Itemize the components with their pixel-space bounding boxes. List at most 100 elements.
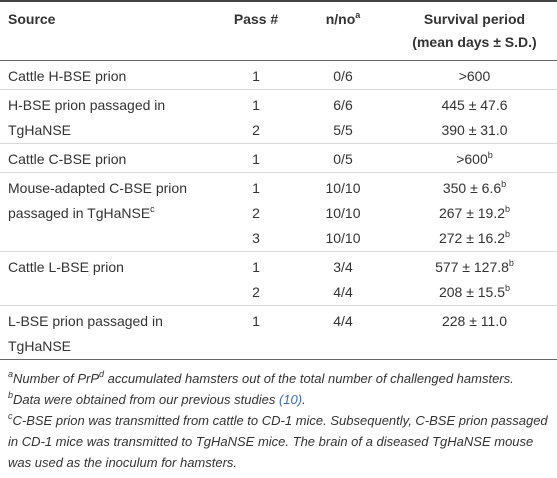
pass-cell: 1 xyxy=(218,61,294,90)
table-header: Source Pass # n/noa Survival period (mean da… xyxy=(0,1,557,61)
pass-cell: 1 xyxy=(218,306,294,360)
pass-cell: 2 xyxy=(218,280,294,306)
n-ratio: 5/5 xyxy=(333,122,353,138)
survival: >600 xyxy=(458,68,491,84)
pass: 3 xyxy=(252,230,260,246)
n-ratio: 10/10 xyxy=(325,180,361,196)
pass: 1 xyxy=(252,97,260,113)
survival: 272 ± 16.2 xyxy=(438,230,506,246)
n-cell: 10/10 xyxy=(294,173,392,202)
source-sup: c xyxy=(150,204,155,214)
header-source: Source xyxy=(8,11,56,27)
footnote: cC-BSE prion was transmitted from cattle… xyxy=(8,410,549,473)
table-row: Cattle L-BSE prion 1 3/4 577 ± 127.8b xyxy=(0,251,557,281)
survival-cell: 272 ± 16.2b xyxy=(392,226,557,252)
survival-cell: 390 ± 31.0 xyxy=(392,118,557,144)
n-cell: 0/5 xyxy=(294,144,392,173)
table-row: L-BSE prion passaged in TgHaNSE 1 4/4 228 ±… xyxy=(0,305,557,360)
table-row: 2 5/5 390 ± 31.0 xyxy=(0,118,557,144)
header-survival: (mean days ± S.D.) xyxy=(412,34,537,50)
survival: 445 ± 47.6 xyxy=(441,97,508,113)
header-cell: Source xyxy=(0,1,218,61)
source: Cattle L-BSE prion xyxy=(8,259,124,275)
header-n: n/no xyxy=(325,11,356,27)
source: H-BSE prion passaged in TgHaNSE xyxy=(8,97,166,138)
footnote-sup: d xyxy=(99,369,105,379)
pass: 2 xyxy=(252,122,260,138)
table-row: 3 10/10 272 ± 16.2b xyxy=(0,226,557,252)
table-row: 2 4/4 208 ± 15.5b xyxy=(0,280,557,306)
table-row: Cattle C-BSE prion 1 0/5 >600b xyxy=(0,143,557,173)
source: Mouse-adapted C-BSE prion passaged in Tg… xyxy=(8,180,187,221)
n-cell: 4/4 xyxy=(294,306,392,360)
n-ratio: 0/6 xyxy=(333,68,353,84)
footnote: bData were obtained from our previous st… xyxy=(8,389,549,410)
pass: 1 xyxy=(252,259,260,275)
header-pass: Pass # xyxy=(233,11,279,27)
pass-cell: 2 xyxy=(218,118,294,144)
header-n-sup: a xyxy=(355,10,361,20)
reference-link[interactable]: (10) xyxy=(278,392,303,407)
footnote-mark: a xyxy=(8,369,14,379)
n-cell: 0/6 xyxy=(294,61,392,90)
footnote-text: Number of PrP xyxy=(13,371,99,386)
survival-cell: 350 ± 6.6b xyxy=(392,173,557,202)
n-cell: 10/10 xyxy=(294,226,392,252)
data-table: Source Pass # n/noa Survival period (mean da… xyxy=(0,1,557,360)
footnotes: aNumber of PrPd accumulated hamsters out… xyxy=(0,360,557,473)
survival: 228 ± 11.0 xyxy=(441,313,508,329)
survival-sup: b xyxy=(501,179,507,189)
survival-cell: >600 xyxy=(392,61,557,90)
pass: 1 xyxy=(252,180,260,196)
survival-cell: 445 ± 47.6 xyxy=(392,90,557,119)
pass-cell: 1 xyxy=(218,90,294,119)
survival-sup: b xyxy=(505,204,511,214)
header-cell: Survival period (mean days ± S.D.) xyxy=(392,1,557,61)
survival-sup: b xyxy=(505,283,511,293)
pass-cell: 1 xyxy=(218,252,294,281)
survival: 267 ± 19.2 xyxy=(438,205,506,221)
pass: 2 xyxy=(252,205,260,221)
footnote-mark: c xyxy=(8,411,13,421)
pass-cell: 3 xyxy=(218,226,294,252)
survival: 350 ± 6.6 xyxy=(442,180,502,196)
table-body: Cattle H-BSE prion 1 0/6 >600 H-BSE prion pa… xyxy=(0,60,557,360)
pass: 1 xyxy=(252,313,260,329)
n-cell: 10/10 xyxy=(294,201,392,226)
source: Cattle H-BSE prion xyxy=(8,68,127,84)
pass: 1 xyxy=(252,68,260,84)
source-cell: Cattle C-BSE prion xyxy=(0,144,218,173)
header-survival: Survival period xyxy=(423,11,526,27)
pass-cell: 2 xyxy=(218,201,294,226)
survival-cell: 228 ± 11.0 xyxy=(392,306,557,360)
survival-sup: b xyxy=(508,258,514,268)
pass: 2 xyxy=(252,284,260,300)
source-cell: L-BSE prion passaged in TgHaNSE xyxy=(0,306,218,360)
table-row: H-BSE prion passaged in TgHaNSE 1 6/6 445 ±… xyxy=(0,89,557,138)
footnote-text: . xyxy=(302,392,306,407)
n-cell: 5/5 xyxy=(294,118,392,144)
footnote: aNumber of PrPd accumulated hamsters out… xyxy=(8,368,549,389)
n-ratio: 3/4 xyxy=(333,259,353,275)
n-ratio: 0/5 xyxy=(333,151,353,167)
n-ratio: 4/4 xyxy=(333,284,353,300)
n-cell: 6/6 xyxy=(294,90,392,119)
survival-cell: 208 ± 15.5b xyxy=(392,280,557,306)
n-ratio: 10/10 xyxy=(325,230,361,246)
footnote-text: C-BSE prion was transmitted from cattle … xyxy=(8,413,548,470)
table-row: 2 10/10 267 ± 19.2b xyxy=(0,201,557,226)
source-cell: Mouse-adapted C-BSE prion passaged in Tg… xyxy=(0,173,218,252)
footnote-text: Data were obtained from our previous stu… xyxy=(13,392,279,407)
survival-sup: b xyxy=(487,150,493,160)
survival: 208 ± 15.5 xyxy=(438,284,506,300)
footnote-text: accumulated hamsters out of the total nu… xyxy=(104,371,514,386)
survival: >600 xyxy=(456,151,488,167)
pass-cell: 1 xyxy=(218,144,294,173)
footnote-mark: b xyxy=(8,390,14,400)
header-cell: n/noa xyxy=(294,1,392,61)
survival-cell: >600b xyxy=(392,144,557,173)
source: L-BSE prion passaged in TgHaNSE xyxy=(8,313,163,354)
source-cell: Cattle L-BSE prion xyxy=(0,252,218,306)
source-cell: Cattle H-BSE prion xyxy=(0,61,218,90)
